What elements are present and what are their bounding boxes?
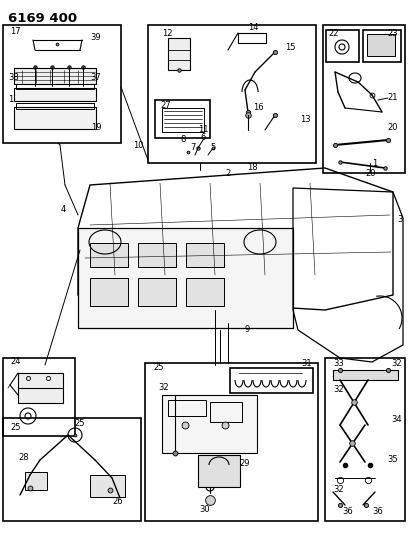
Text: 25: 25 bbox=[10, 424, 20, 432]
Text: 38: 38 bbox=[8, 74, 19, 83]
Text: 20: 20 bbox=[388, 124, 398, 133]
Bar bbox=[14, 68, 96, 84]
Text: 32: 32 bbox=[333, 486, 344, 495]
Bar bbox=[90, 278, 128, 306]
Text: 17: 17 bbox=[10, 28, 21, 36]
Bar bbox=[325, 358, 405, 521]
Text: 6169 400: 6169 400 bbox=[8, 12, 77, 25]
Text: 37: 37 bbox=[91, 74, 101, 83]
Bar bbox=[14, 107, 96, 129]
Text: 34: 34 bbox=[392, 416, 402, 424]
Bar bbox=[16, 103, 94, 109]
Text: 3: 3 bbox=[397, 215, 403, 224]
Bar bbox=[3, 418, 141, 521]
Bar bbox=[198, 455, 240, 487]
Text: 26: 26 bbox=[113, 497, 123, 506]
Text: 5: 5 bbox=[211, 142, 215, 151]
Text: 14: 14 bbox=[248, 23, 258, 33]
Text: 31: 31 bbox=[302, 359, 312, 367]
Bar bbox=[238, 33, 266, 43]
Text: 32: 32 bbox=[392, 359, 402, 367]
Bar bbox=[14, 88, 96, 101]
Bar bbox=[168, 38, 190, 70]
Text: 25: 25 bbox=[75, 419, 85, 429]
Text: 29: 29 bbox=[240, 458, 250, 467]
Text: 32: 32 bbox=[158, 384, 169, 392]
Bar bbox=[323, 25, 405, 173]
Bar bbox=[78, 228, 293, 328]
Bar bbox=[25, 472, 47, 490]
Text: 16: 16 bbox=[253, 103, 263, 112]
Text: 22: 22 bbox=[328, 28, 339, 37]
Bar bbox=[3, 25, 121, 143]
Bar bbox=[162, 108, 204, 132]
Text: 39: 39 bbox=[91, 33, 101, 42]
Text: 4: 4 bbox=[60, 206, 66, 214]
Text: 11: 11 bbox=[198, 125, 208, 134]
Text: 35: 35 bbox=[388, 456, 398, 464]
Text: 36: 36 bbox=[373, 507, 384, 516]
Text: 1: 1 bbox=[373, 158, 378, 167]
Bar bbox=[210, 402, 242, 422]
Bar bbox=[16, 84, 94, 89]
Bar bbox=[363, 30, 401, 62]
Text: 30: 30 bbox=[200, 505, 210, 514]
Text: 6: 6 bbox=[200, 133, 206, 141]
Text: 27: 27 bbox=[160, 101, 171, 109]
Text: 10: 10 bbox=[133, 141, 143, 149]
Text: 23: 23 bbox=[388, 28, 398, 37]
Bar bbox=[138, 278, 176, 306]
Bar bbox=[162, 395, 257, 453]
Text: 13: 13 bbox=[300, 116, 310, 125]
Text: 9: 9 bbox=[244, 326, 250, 335]
Text: 20: 20 bbox=[366, 168, 376, 177]
Bar bbox=[138, 243, 176, 267]
Bar bbox=[186, 243, 224, 267]
Text: 12: 12 bbox=[162, 28, 173, 37]
Text: 18: 18 bbox=[247, 164, 257, 173]
Bar bbox=[90, 243, 128, 267]
Bar bbox=[155, 100, 210, 138]
Bar bbox=[168, 400, 206, 416]
Bar bbox=[230, 368, 313, 393]
Bar bbox=[3, 358, 75, 436]
Bar bbox=[333, 370, 398, 380]
Text: 1: 1 bbox=[8, 94, 13, 103]
Text: 19: 19 bbox=[91, 124, 101, 133]
Bar bbox=[186, 278, 224, 306]
Text: 21: 21 bbox=[388, 93, 398, 102]
Bar bbox=[326, 30, 359, 62]
Text: 7: 7 bbox=[190, 143, 196, 152]
Bar bbox=[18, 373, 63, 403]
Text: 28: 28 bbox=[18, 454, 29, 463]
Bar bbox=[90, 475, 125, 497]
Text: 15: 15 bbox=[285, 43, 295, 52]
Bar bbox=[148, 25, 316, 163]
Text: 8: 8 bbox=[180, 135, 186, 144]
Text: 24: 24 bbox=[10, 358, 20, 367]
Text: 2: 2 bbox=[225, 168, 231, 177]
Bar bbox=[145, 363, 318, 521]
Text: 32: 32 bbox=[333, 385, 344, 394]
Text: 25: 25 bbox=[153, 364, 164, 373]
Text: 33: 33 bbox=[333, 359, 344, 367]
Text: 36: 36 bbox=[343, 507, 353, 516]
Bar bbox=[367, 34, 395, 56]
